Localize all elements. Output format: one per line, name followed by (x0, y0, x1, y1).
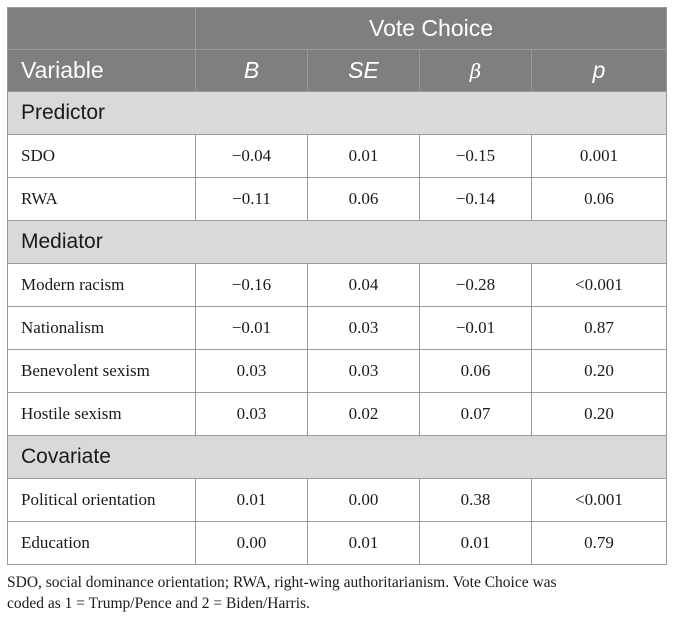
se-cell: 0.03 (307, 306, 420, 350)
p-cell: <0.001 (530, 478, 668, 522)
b-cell: 0.03 (195, 392, 308, 436)
b-cell: −0.04 (195, 134, 308, 178)
beta-cell: −0.01 (419, 306, 532, 350)
b-cell: 0.03 (195, 349, 308, 393)
b-cell: −0.11 (195, 177, 308, 221)
table-row: Education 0.00 0.01 0.01 0.79 (7, 521, 668, 565)
se-cell: 0.06 (307, 177, 420, 221)
b-column-header: B (195, 49, 308, 92)
beta-cell: −0.15 (419, 134, 532, 178)
footnote-line: SDO, social dominance orientation; RWA, … (7, 574, 557, 591)
vote-choice-header: Vote Choice (194, 7, 668, 50)
section-title: Mediator (6, 220, 668, 264)
variable-cell: Nationalism (7, 306, 196, 350)
table-row: Modern racism −0.16 0.04 −0.28 <0.001 (7, 263, 668, 307)
se-cell: 0.04 (307, 263, 420, 307)
variable-cell: Political orientation (7, 478, 196, 522)
p-cell: 0.001 (530, 134, 668, 178)
se-cell: 0.00 (307, 478, 420, 522)
section-title: Predictor (6, 91, 668, 135)
se-cell: 0.03 (307, 349, 420, 393)
variable-column-header: Variable (7, 49, 196, 92)
section-title: Covariate (6, 435, 668, 479)
b-cell: −0.01 (195, 306, 308, 350)
b-cell: 0.00 (195, 521, 308, 565)
se-cell: 0.02 (307, 392, 420, 436)
section-row-mediator: Mediator (6, 220, 668, 264)
se-column-header: SE (307, 49, 420, 92)
beta-cell: −0.28 (419, 263, 532, 307)
beta-cell: 0.38 (419, 478, 532, 522)
results-table: Vote Choice Variable B SE β p Predictor … (6, 7, 668, 565)
column-header-row: Variable B SE β p (7, 49, 668, 92)
variable-cell: RWA (7, 177, 196, 221)
beta-cell: −0.14 (419, 177, 532, 221)
variable-cell: Modern racism (7, 263, 196, 307)
p-cell: 0.20 (530, 392, 668, 436)
table-row: Nationalism −0.01 0.03 −0.01 0.87 (7, 306, 668, 350)
beta-cell: 0.06 (419, 349, 532, 393)
b-cell: 0.01 (195, 478, 308, 522)
p-cell: 0.79 (530, 521, 668, 565)
variable-cell: SDO (7, 134, 196, 178)
p-cell: 0.87 (530, 306, 668, 350)
variable-cell: Hostile sexism (7, 392, 196, 436)
p-cell: <0.001 (530, 263, 668, 307)
p-cell: 0.20 (530, 349, 668, 393)
beta-cell: 0.07 (419, 392, 532, 436)
table-row: Political orientation 0.01 0.00 0.38 <0.… (7, 478, 668, 522)
header-blank-cell (7, 7, 196, 50)
beta-column-header: β (419, 49, 532, 92)
section-row-predictor: Predictor (6, 91, 668, 135)
table-row: SDO −0.04 0.01 −0.15 0.001 (7, 134, 668, 178)
variable-cell: Benevolent sexism (7, 349, 196, 393)
section-row-covariate: Covariate (6, 435, 668, 479)
table-footnote: SDO, social dominance orientation; RWA, … (7, 572, 666, 614)
table-row: RWA −0.11 0.06 −0.14 0.06 (7, 177, 668, 221)
beta-cell: 0.01 (419, 521, 532, 565)
group-header-row: Vote Choice (7, 7, 668, 50)
table-row: Hostile sexism 0.03 0.02 0.07 0.20 (7, 392, 668, 436)
p-cell: 0.06 (530, 177, 668, 221)
table-row: Benevolent sexism 0.03 0.03 0.06 0.20 (7, 349, 668, 393)
se-cell: 0.01 (307, 521, 420, 565)
p-column-header: p (530, 49, 668, 92)
b-cell: −0.16 (195, 263, 308, 307)
footnote-line: coded as 1 = Trump/Pence and 2 = Biden/H… (7, 595, 310, 612)
variable-cell: Education (7, 521, 196, 565)
se-cell: 0.01 (307, 134, 420, 178)
